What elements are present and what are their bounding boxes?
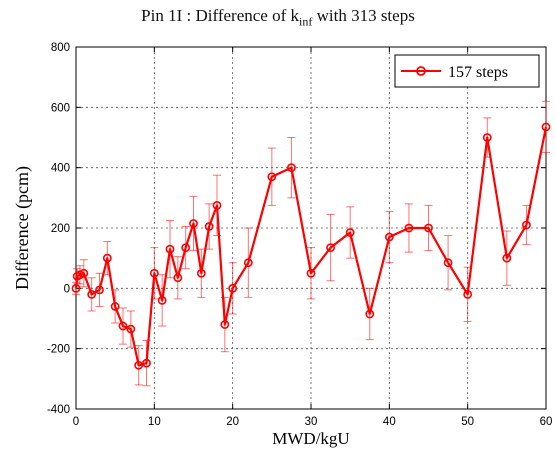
data-point (345, 228, 355, 237)
data-point (102, 253, 112, 263)
axis-ticks: 0 10 20 30 40 50 60 -400 -200 0 200 400 600 800 (47, 42, 552, 428)
data-point (326, 243, 335, 253)
y-tick-label: 800 (51, 42, 70, 54)
data-point (118, 321, 128, 331)
data-point (142, 358, 151, 368)
data-point (306, 268, 316, 278)
data-point (424, 223, 433, 233)
data-point (463, 289, 473, 299)
data-point (181, 243, 191, 253)
data-point (443, 258, 453, 268)
data-point (212, 200, 222, 210)
x-axis-label: MWD/kgU (272, 429, 349, 448)
x-tick-label: 60 (540, 416, 553, 428)
data-point (404, 223, 414, 233)
x-tick-label: 10 (148, 416, 161, 428)
data-point (541, 122, 551, 132)
data-point (384, 232, 394, 242)
y-tick-label: 200 (51, 223, 70, 235)
data-point (126, 324, 136, 334)
data-point (243, 258, 253, 268)
legend: 157 steps (394, 54, 540, 88)
y-tick-label: -400 (47, 404, 70, 416)
data-point (149, 268, 159, 278)
chart-title: Pin 1I : Difference of kinf with 313 ste… (141, 6, 415, 29)
series-line-157-steps (74, 126, 548, 367)
data-point (220, 320, 230, 329)
x-tick-label: 30 (305, 416, 318, 428)
data-point (522, 220, 531, 230)
x-tick-label: 40 (383, 416, 396, 428)
data-point (287, 163, 296, 173)
data-point (502, 253, 512, 263)
y-tick-label: -200 (47, 344, 70, 356)
y-axis-label: Difference (pcm) (12, 166, 33, 290)
data-point (204, 222, 214, 231)
x-tick-label: 20 (226, 416, 239, 428)
data-point (228, 283, 238, 293)
legend-label: 157 steps (448, 64, 508, 81)
data-point (79, 268, 89, 278)
data-point (110, 302, 120, 311)
data-point (134, 360, 144, 370)
legend-marker (416, 66, 426, 76)
data-point (95, 285, 104, 295)
data-point (173, 273, 183, 283)
data-point (75, 270, 85, 280)
y-tick-label: 0 (64, 283, 70, 295)
data-point (87, 289, 97, 299)
x-tick-label: 0 (73, 416, 79, 428)
data-point (189, 219, 198, 228)
data-point (267, 172, 277, 182)
data-point (482, 133, 492, 142)
x-tick-label: 50 (461, 416, 474, 428)
data-point (157, 295, 167, 305)
data-point (71, 283, 81, 293)
y-tick-label: 400 (51, 163, 70, 175)
data-markers (71, 122, 551, 370)
series-line (74, 126, 548, 367)
y-tick-label: 600 (51, 102, 70, 114)
data-point (196, 268, 206, 278)
data-point (365, 309, 375, 319)
data-point (165, 244, 175, 254)
